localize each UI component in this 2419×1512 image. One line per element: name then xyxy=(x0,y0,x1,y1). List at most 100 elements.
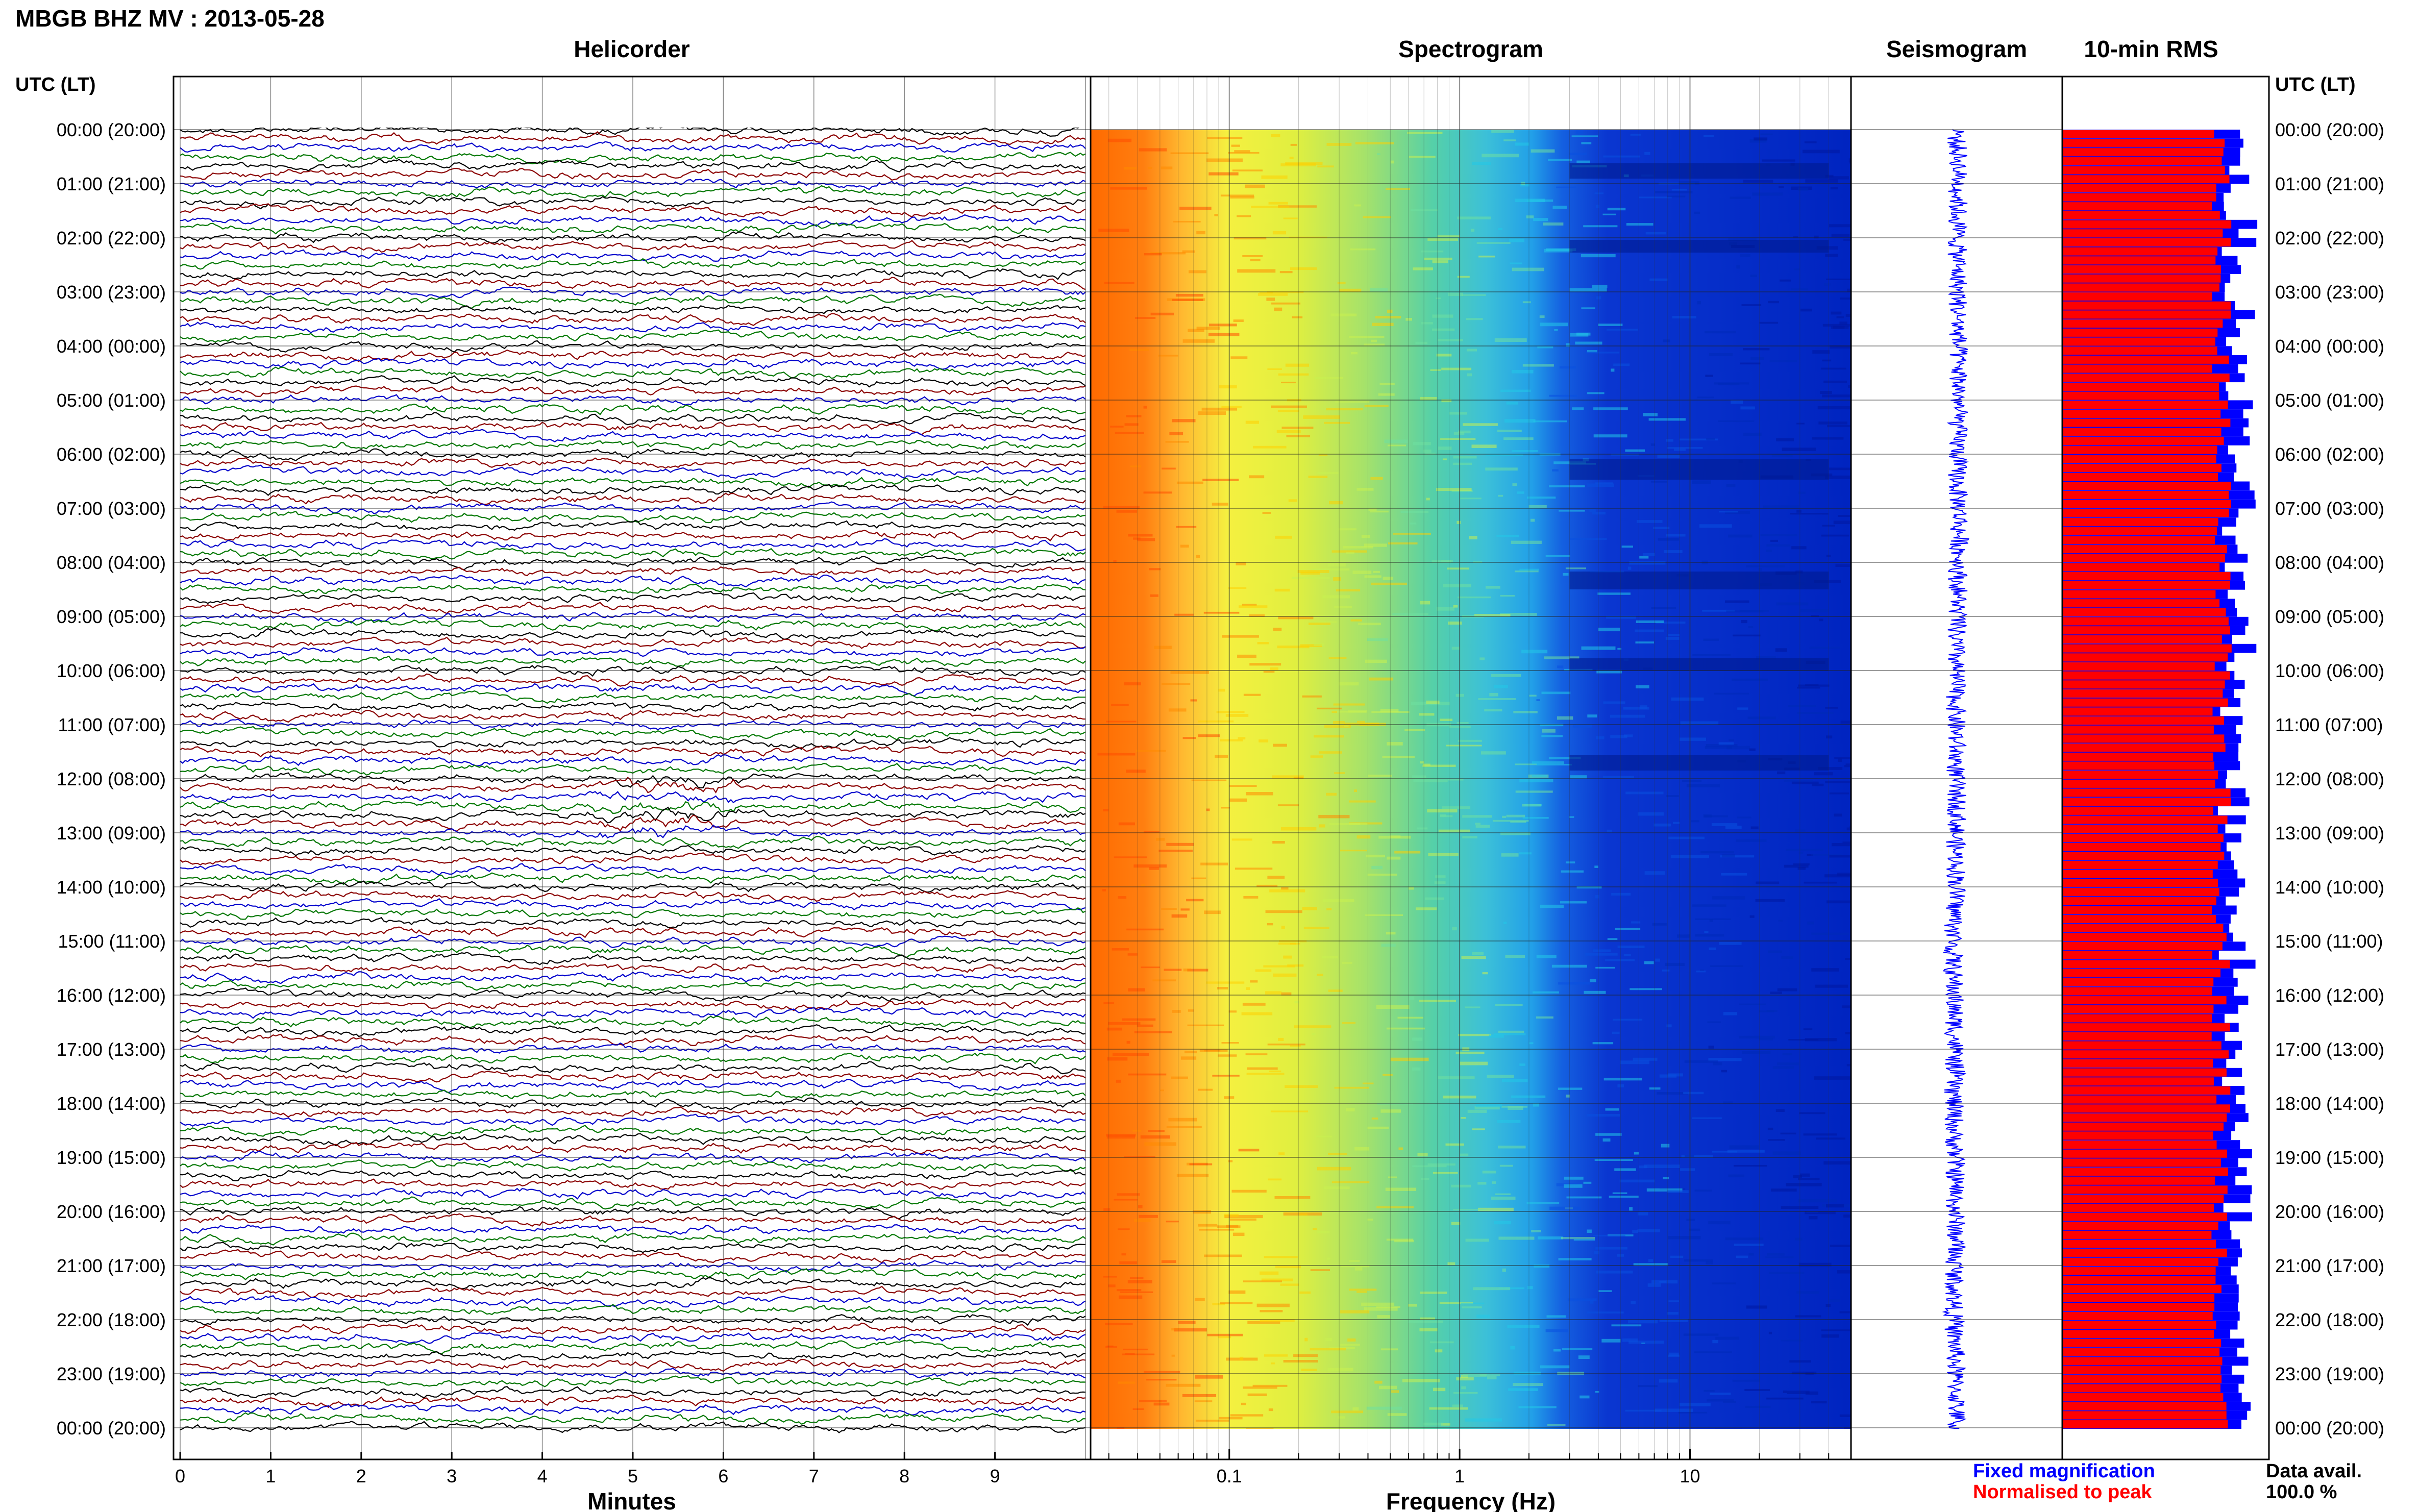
spectrogram-streak xyxy=(1268,1178,1282,1181)
spectrogram-streak xyxy=(1740,406,1755,410)
spectrogram-streak xyxy=(1637,1229,1661,1232)
spectrogram-streak xyxy=(1566,343,1570,347)
rms-bar-normalised xyxy=(2062,1141,2217,1149)
spectrogram-streak xyxy=(1668,634,1680,636)
spectrogram-streak xyxy=(1370,477,1383,480)
spectrogram-streak xyxy=(1243,896,1258,899)
spectrogram-streak xyxy=(1386,932,1396,935)
spectrogram-streak xyxy=(1364,343,1385,345)
spectrogram-streak xyxy=(1182,737,1196,739)
spectrogram-streak xyxy=(1587,714,1597,717)
spectrogram-streak xyxy=(1460,1061,1488,1065)
spectrogram-streak xyxy=(1594,192,1603,194)
spectrogram-quiet-band xyxy=(1569,658,1829,671)
time-label-right: 07:00 (03:00) xyxy=(2275,498,2384,519)
spectrogram-streak xyxy=(1606,615,1636,619)
rms-bar-normalised xyxy=(2062,518,2218,527)
spectrogram-streak xyxy=(1598,1290,1612,1292)
spectrogram-streak xyxy=(1122,1018,1156,1021)
spectrogram-streak xyxy=(1347,1338,1356,1342)
spectrogram-streak xyxy=(1513,1371,1541,1375)
spectrogram-streak xyxy=(1595,966,1615,969)
spectrogram-streak xyxy=(1536,699,1540,701)
spectrogram-streak xyxy=(1838,758,1842,762)
spectrogram-streak xyxy=(1826,1204,1844,1208)
spectrogram-streak xyxy=(1269,1070,1281,1073)
spectrogram-streak xyxy=(1318,814,1350,819)
legend-normalised-to-peak: Normalised to peak xyxy=(1973,1481,2152,1503)
spectrogram-streak xyxy=(1784,780,1813,782)
spectrogram-streak xyxy=(1294,1001,1300,1004)
spectrogram-streak xyxy=(1540,323,1568,327)
spectrogram-streak xyxy=(1497,228,1502,230)
spectrogram-streak xyxy=(1206,981,1245,984)
spectrogram-streak xyxy=(1281,992,1292,996)
minute-tick-label: 1 xyxy=(265,1466,276,1486)
rms-bar-normalised xyxy=(2062,328,2218,337)
spectrogram-streak xyxy=(1729,739,1734,741)
spectrogram-streak xyxy=(1452,1404,1463,1407)
spectrogram-streak xyxy=(1615,928,1641,930)
spectrogram-streak xyxy=(1371,582,1407,585)
spectrogram-streak xyxy=(1130,465,1142,467)
spectrogram-streak xyxy=(1426,700,1440,704)
spectrogram-streak xyxy=(1132,1129,1142,1132)
spectrogram-streak xyxy=(1216,711,1245,713)
spectrogram-streak xyxy=(1497,430,1522,432)
spectrogram-streak xyxy=(1564,1184,1583,1188)
spectrogram-streak xyxy=(1648,1259,1653,1262)
spectrogram-streak xyxy=(1603,701,1625,704)
spectrogram-streak xyxy=(1622,1338,1638,1342)
spectrogram-streak xyxy=(1237,654,1256,658)
spectrogram-streak xyxy=(1371,1118,1378,1120)
spectrogram-streak xyxy=(1613,363,1630,366)
rms-bar-normalised xyxy=(2062,310,2231,319)
spectrogram-streak xyxy=(1727,1150,1765,1153)
spectrogram-streak xyxy=(1274,588,1290,592)
spectrogram-streak xyxy=(1322,956,1338,959)
spectrogram-streak xyxy=(1319,751,1342,754)
spectrogram-streak xyxy=(1363,216,1391,218)
spectrogram-streak xyxy=(1533,420,1567,423)
spectrogram-streak xyxy=(1475,823,1481,825)
spectrogram-streak xyxy=(1768,1139,1785,1141)
spectrogram-streak xyxy=(1274,1196,1311,1199)
spectrogram-streak xyxy=(1811,854,1842,856)
spectrogram-streak xyxy=(1152,979,1176,982)
spectrogram-streak xyxy=(1407,132,1443,134)
spectrogram-streak xyxy=(1726,610,1764,613)
spectrogram-streak xyxy=(1390,1057,1429,1061)
spectrogram-streak xyxy=(1126,1040,1130,1044)
spectrogram-streak xyxy=(1825,254,1838,257)
spectrogram-streak xyxy=(1102,889,1106,891)
spectrogram-streak xyxy=(1281,427,1314,429)
time-label-right: 01:00 (21:00) xyxy=(2275,173,2384,194)
spectrogram-streak xyxy=(1680,438,1718,441)
spectrogram-streak xyxy=(1635,629,1664,632)
spectrogram-streak xyxy=(1212,503,1228,506)
spectrogram-streak xyxy=(1133,537,1141,540)
spectrogram-streak xyxy=(1461,294,1486,296)
spectrogram-streak xyxy=(1498,1236,1535,1240)
spectrogram-streak xyxy=(1723,1012,1738,1015)
spectrogram-streak xyxy=(1803,1133,1837,1136)
spectrogram-streak xyxy=(1404,729,1425,731)
spectrogram-streak xyxy=(1349,1288,1377,1291)
spectrogram-streak xyxy=(1408,1320,1443,1323)
spectrogram-streak xyxy=(1388,1176,1397,1178)
spectrogram-streak xyxy=(1230,1414,1264,1417)
spectrogram-streak xyxy=(1283,1360,1318,1363)
spectrogram-streak xyxy=(1607,208,1626,211)
spectrogram-streak xyxy=(1348,710,1368,713)
spectrogram-streak xyxy=(1447,1262,1455,1266)
spectrogram-streak xyxy=(1744,1389,1770,1392)
spectrogram-streak xyxy=(1106,721,1137,723)
spectrogram-x-axis: 0.1 1 10 xyxy=(1108,1449,1852,1486)
time-label-left: 18:00 (14:00) xyxy=(57,1093,166,1114)
spectrogram-streak xyxy=(1461,956,1486,959)
spectrogram-streak xyxy=(1366,854,1385,858)
spectrogram-streak xyxy=(1784,864,1809,868)
spectrogram-streak xyxy=(1283,217,1298,219)
spectrogram-streak xyxy=(1453,605,1458,608)
spectrogram-streak xyxy=(1594,1159,1633,1161)
